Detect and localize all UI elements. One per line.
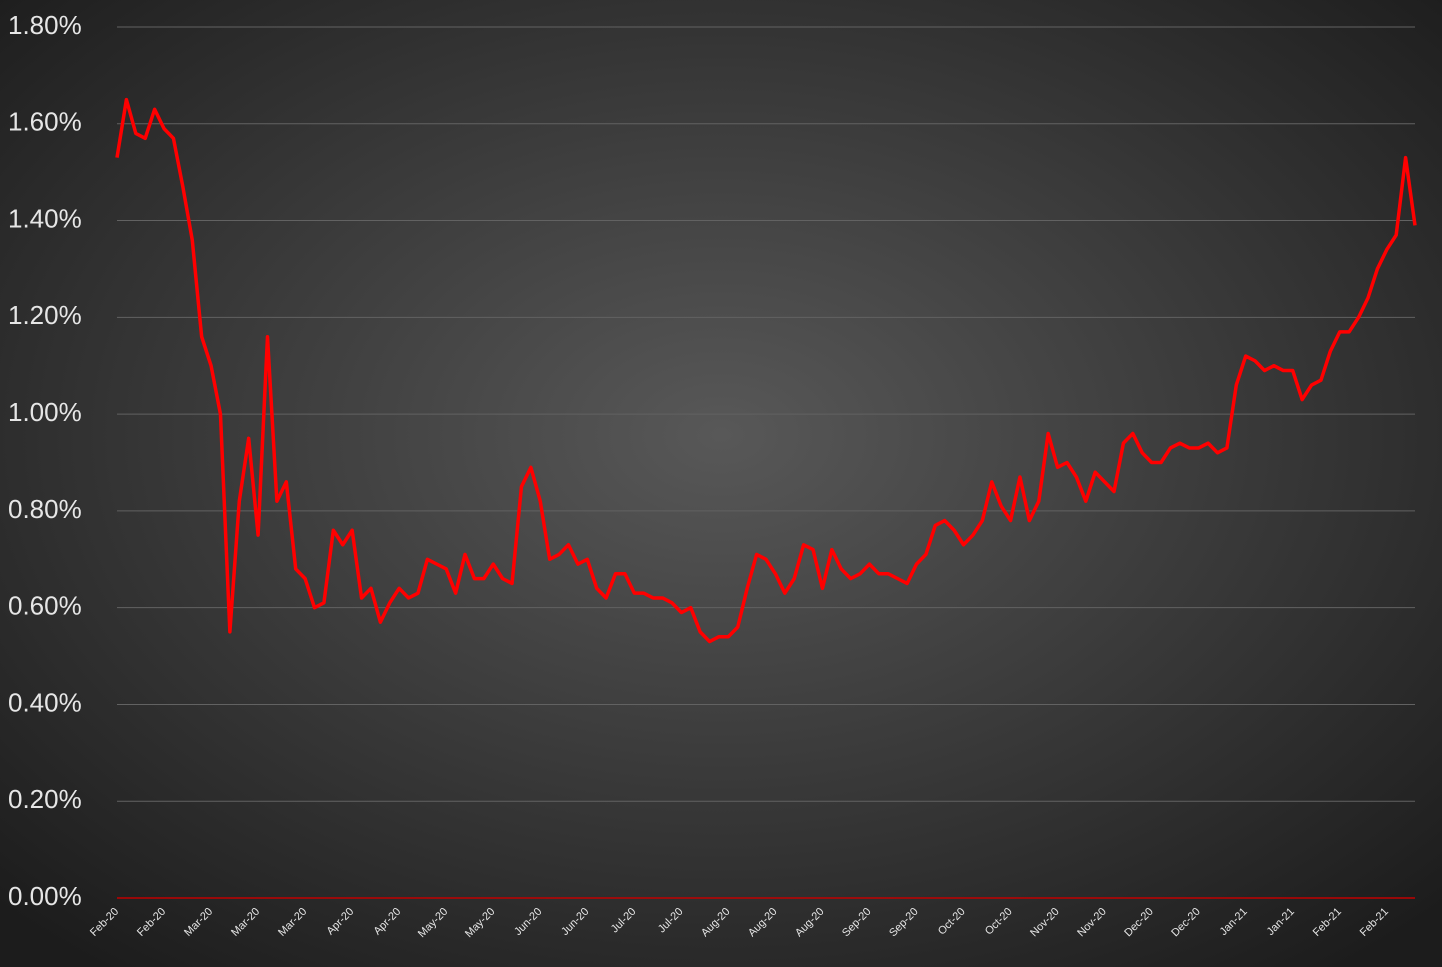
y-tick-label: 1.00% — [8, 397, 82, 427]
y-tick-label: 1.80% — [8, 10, 82, 40]
y-tick-label: 1.40% — [8, 203, 82, 233]
y-tick-label: 1.60% — [8, 107, 82, 137]
y-tick-label: 0.80% — [8, 494, 82, 524]
y-tick-label: 0.00% — [8, 881, 82, 911]
y-tick-label: 0.40% — [8, 687, 82, 717]
y-tick-label: 0.60% — [8, 591, 82, 621]
data-line — [115, 97, 1417, 644]
y-tick-label: 0.20% — [8, 784, 82, 814]
y-tick-label: 1.20% — [8, 300, 82, 330]
